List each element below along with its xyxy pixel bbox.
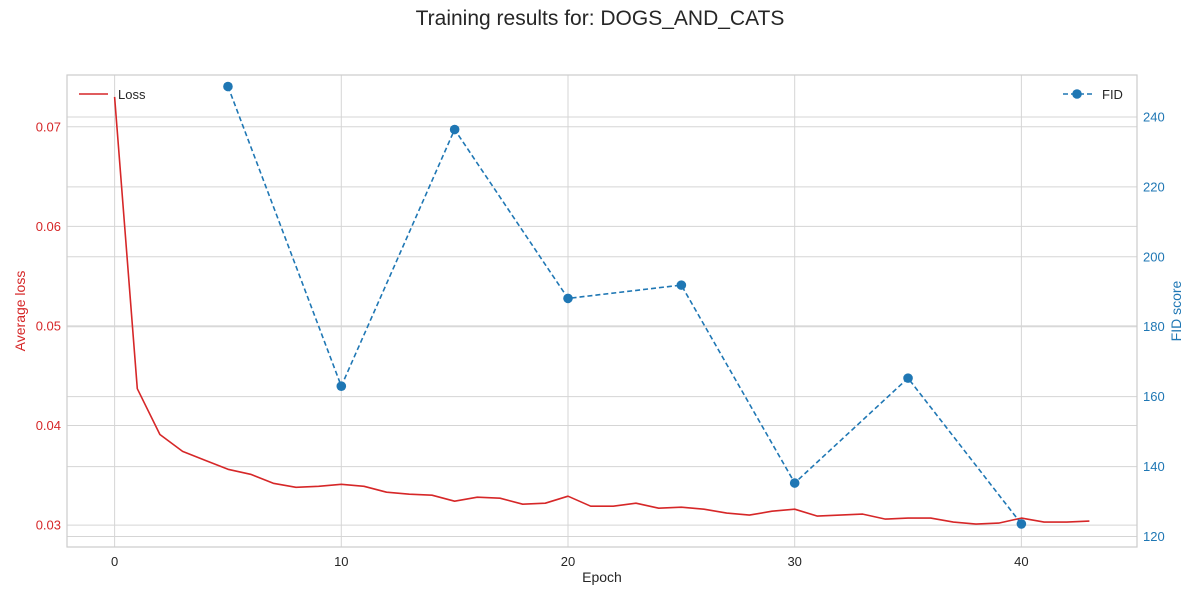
x-tick-label: 0 [111,554,118,569]
tick-layer: 0 10 20 30 40 0.03 0.04 0.05 0.06 0.07 120 140 160 18… [36,109,1165,569]
y-left-axis-title: Average loss [12,271,28,352]
x-axis-title: Epoch [582,569,622,585]
fid-point [449,124,460,135]
grid-layer [67,75,1137,547]
y-left-tick-label: 0.04 [36,418,61,433]
y-left-tick-label: 0.06 [36,219,61,234]
x-tick-label: 10 [334,554,348,569]
loss-series-line [113,96,1090,525]
fid-point [223,81,233,92]
y-left-tick-label: 0.07 [36,119,61,134]
series-layer [113,81,1090,529]
legend-fid-marker [1072,89,1082,99]
plot-frame [66,74,1138,548]
x-tick-label: 30 [787,554,801,569]
fid-point [789,478,800,488]
chart-title: Training results for: DOGS_AND_CATS [415,7,785,30]
fid-point [676,280,687,290]
y-right-tick-label: 160 [1143,389,1165,404]
y-right-tick-label: 240 [1143,109,1165,124]
legend-fid: FID [1063,87,1123,102]
legend-loss-label: Loss [118,87,146,102]
fid-point [903,373,913,383]
x-tick-label: 40 [1014,554,1028,569]
y-right-tick-label: 220 [1143,179,1165,194]
fid-point [1016,519,1027,529]
y-left-tick-label: 0.03 [36,518,61,533]
legend-fid-label: FID [1102,87,1123,102]
x-tick-label: 20 [561,554,575,569]
y-right-axis-title: FID score [1168,280,1184,341]
legend-loss: Loss [79,87,146,102]
fid-point [336,381,347,391]
y-left-tick-label: 0.05 [36,318,61,333]
y-right-tick-label: 180 [1143,319,1165,334]
y-right-tick-label: 120 [1143,529,1165,544]
fid-series-line [227,86,1023,525]
y-right-tick-label: 140 [1143,459,1165,474]
y-right-tick-label: 200 [1143,249,1165,264]
fid-point [563,293,573,304]
